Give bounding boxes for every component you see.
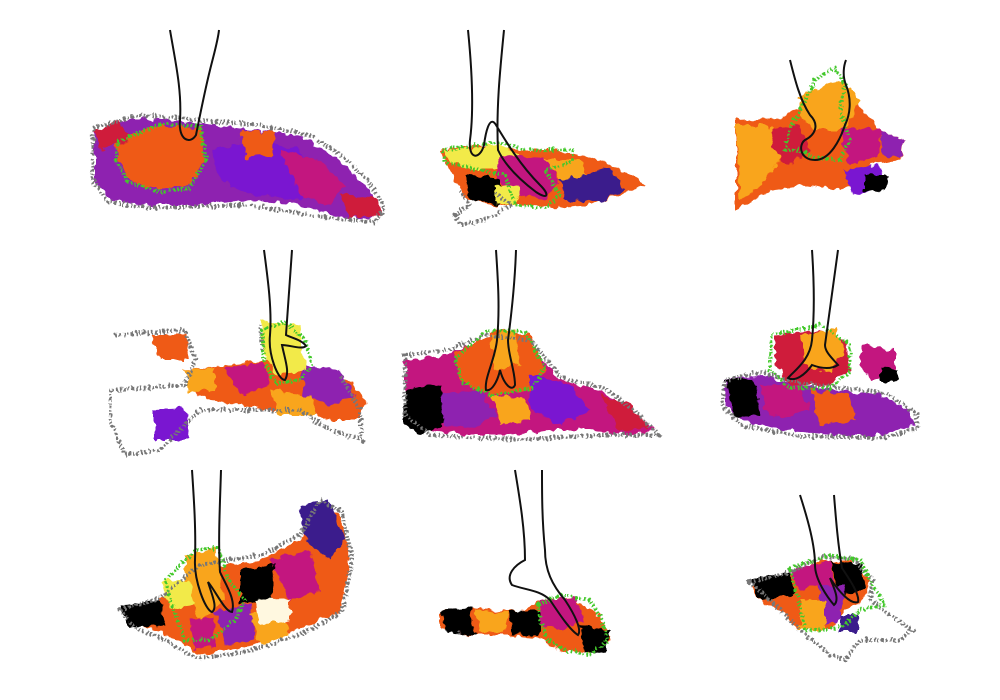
region-outline-r1c2 [452, 188, 514, 228]
foot-line-r3c2 [508, 469, 581, 637]
pressure-map-r3c3 [750, 560, 870, 632]
pressure-map-r2c2 [405, 330, 655, 435]
foot-line-r3c3 [799, 494, 860, 607]
pressure-map-r1c1 [95, 118, 382, 220]
footprint-outline-r2c3 [768, 323, 852, 390]
pressure-map-r3c2 [440, 598, 610, 655]
panel-r3c1 [116, 469, 355, 661]
region-outline-r3c1 [116, 497, 355, 661]
footprint-outline-r1c3 [782, 65, 852, 162]
panel-r2c3 [719, 249, 921, 441]
footprint-outline-r3c1 [163, 546, 248, 642]
region-outline-r1c1 [89, 112, 388, 225]
foot-line-r2c2 [484, 249, 517, 392]
panel-r1c2 [439, 29, 645, 228]
foot-line-r3c1 [191, 469, 234, 614]
region-outline-r2c2 [403, 332, 663, 443]
panel-r2c2 [403, 249, 663, 443]
pressure-map-r2c3 [725, 330, 915, 435]
foot-line-r2c3 [786, 249, 840, 381]
pressure-map-r3c1 [120, 500, 350, 655]
pressure-map-r2c1 [150, 320, 365, 440]
footprint-outline-r3c3 [787, 553, 888, 632]
panel-r1c3 [736, 59, 905, 210]
foot-line-r1c3 [789, 59, 851, 162]
foot-line-r1c2 [467, 29, 548, 197]
panel-r3c3 [745, 494, 916, 663]
panel-r3c2 [440, 469, 611, 657]
pressure-map-r1c2 [440, 145, 645, 208]
panel-r2c1 [108, 249, 365, 458]
foot-line-r1c1 [169, 29, 220, 141]
footprint-outline-r2c2 [453, 328, 548, 397]
pressure-map-r1c3 [736, 80, 905, 210]
panel-r1c1 [89, 29, 388, 225]
foot-line-r2c1 [263, 249, 308, 382]
footprint-outline-r2c1 [260, 320, 314, 385]
footprint-outline-r1c2 [439, 140, 578, 210]
region-outline-r3c3 [745, 554, 916, 663]
footprint-outline-r1c1 [114, 122, 208, 194]
